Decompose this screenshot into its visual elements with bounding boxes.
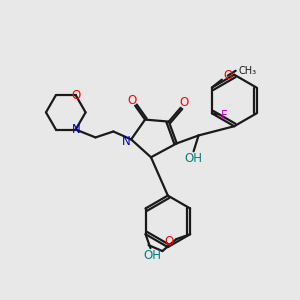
Text: OH: OH — [143, 248, 161, 262]
Text: F: F — [221, 109, 227, 122]
Text: O: O — [164, 235, 173, 248]
Text: O: O — [223, 69, 232, 82]
Text: N: N — [72, 123, 81, 136]
Text: O: O — [128, 94, 137, 107]
Text: O: O — [179, 96, 188, 109]
Text: CH₃: CH₃ — [239, 66, 257, 76]
Text: O: O — [71, 89, 80, 102]
Text: N: N — [122, 135, 130, 148]
Text: OH: OH — [184, 152, 202, 165]
